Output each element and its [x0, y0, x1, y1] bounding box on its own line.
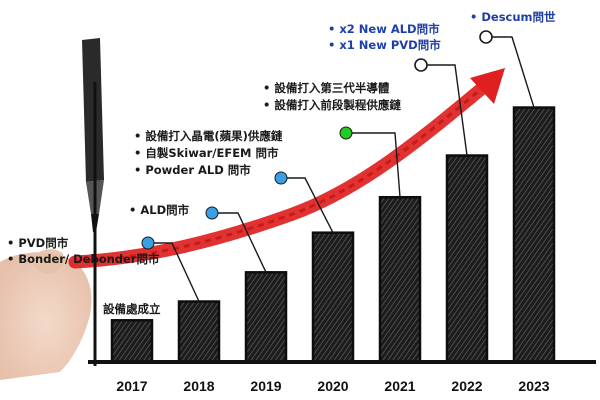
milestone-2018-line-1: • PVD問市 [7, 236, 69, 250]
milestone-2021-line-1: • 設備打入第三代半導體 [263, 81, 390, 95]
milestone-marker-2018 [141, 236, 155, 250]
bar-2019 [244, 271, 288, 364]
connector-2023 [486, 36, 535, 108]
x-tick-label-2023: 2023 [518, 378, 549, 394]
milestone-2020-line-3: • Powder ALD 問市 [134, 163, 251, 177]
x-axis [88, 82, 596, 366]
marker-pen [82, 38, 104, 232]
x-tick-label-2020: 2020 [317, 378, 348, 394]
trend-arrow [68, 68, 505, 269]
x-tick-labels: 2017 2018 2019 2020 2021 2022 2023 [116, 378, 549, 394]
connector-2018 [148, 242, 200, 302]
milestone-marker-2022 [414, 58, 428, 72]
milestone-2017-line-1: 設備處成立 [103, 302, 161, 316]
connector-2022 [421, 64, 468, 156]
milestone-2019-line-1: • ALD問市 [129, 203, 190, 217]
x-tick-label-2022: 2022 [451, 378, 482, 394]
milestone-marker-2021 [339, 126, 353, 140]
milestone-connectors [141, 30, 535, 302]
connector-2021 [346, 132, 401, 198]
bar-2020 [311, 231, 355, 364]
bar-2022 [445, 154, 489, 364]
milestone-2018-line-2: • Bonder/ Debonder問市 [7, 252, 160, 266]
milestone-2022-line-2: • x1 New PVD問市 [328, 38, 441, 52]
connector-2019 [212, 212, 267, 273]
milestone-marker-2019 [205, 206, 219, 220]
bar-2018 [177, 300, 221, 364]
x-tick-label-2017: 2017 [116, 378, 147, 394]
milestone-2023-line-1: • Descum問世 [470, 10, 556, 24]
milestone-2021-line-2: • 設備打入前段製程供應鏈 [263, 98, 401, 112]
milestone-marker-2020 [274, 171, 288, 185]
milestone-annotations: 設備處成立 • PVD問市 • Bonder/ Debonder問市 • ALD問市 •… [7, 10, 556, 316]
x-tick-label-2019: 2019 [250, 378, 281, 394]
x-tick-label-2018: 2018 [183, 378, 214, 394]
milestone-2022-line-1: • x2 New ALD問市 [328, 22, 440, 36]
milestone-marker-2023 [479, 30, 493, 44]
connector-2020 [281, 177, 334, 234]
bar-2017 [110, 319, 154, 364]
milestone-2020-line-2: • 自製Skiwar/EFEM 問市 [134, 146, 279, 160]
milestone-2020-line-1: • 設備打入晶電(蘋果)供應鏈 [134, 129, 283, 143]
x-tick-label-2021: 2021 [384, 378, 415, 394]
bar-2021 [378, 195, 422, 364]
hand-illustration [0, 249, 92, 380]
bar-2023 [512, 106, 556, 364]
